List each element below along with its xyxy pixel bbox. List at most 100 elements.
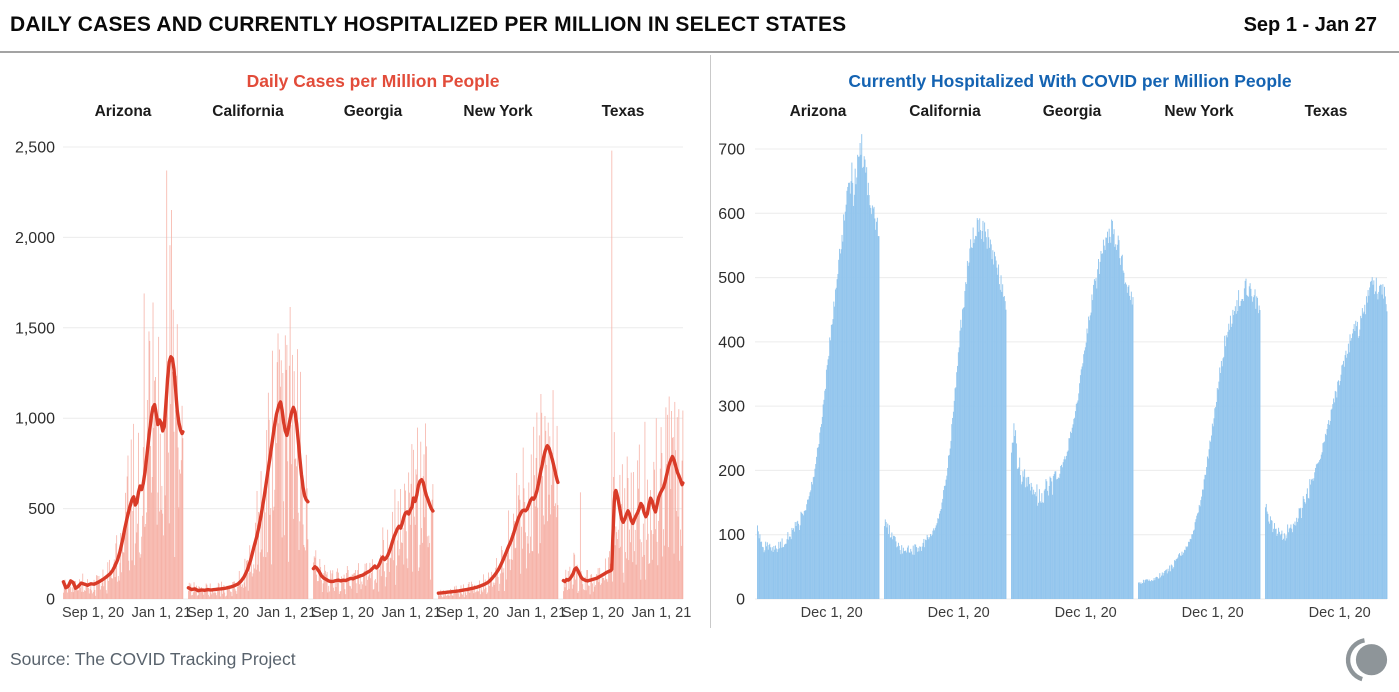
facet-state-label: New York xyxy=(1164,103,1234,120)
daily-bar xyxy=(642,523,644,599)
daily-bar xyxy=(367,579,368,599)
daily-bar xyxy=(280,386,281,599)
daily-bar xyxy=(1352,328,1354,599)
daily-bar xyxy=(238,586,239,599)
daily-bar xyxy=(1106,237,1108,599)
daily-bar xyxy=(296,466,297,599)
daily-bar xyxy=(969,248,971,600)
x-tick-label: Jan 1, 21 xyxy=(132,605,192,621)
daily-bar xyxy=(839,253,841,599)
daily-bar xyxy=(396,565,397,599)
daily-bar xyxy=(1014,436,1016,599)
daily-bar xyxy=(779,541,781,599)
daily-bar xyxy=(865,172,867,599)
daily-bar xyxy=(643,554,645,599)
daily-bar xyxy=(346,566,348,599)
daily-bar xyxy=(90,586,92,599)
daily-bar xyxy=(810,490,812,599)
daily-bar xyxy=(422,542,423,599)
daily-bar xyxy=(1271,520,1273,599)
daily-bar xyxy=(454,591,456,599)
hospitalized-panel-title: Currently Hospitalized With COVID per Mi… xyxy=(848,71,1292,91)
daily-bar xyxy=(458,593,459,599)
daily-bar xyxy=(144,526,146,599)
daily-bar xyxy=(1299,508,1301,599)
daily-bar xyxy=(902,553,903,599)
daily-bar xyxy=(317,581,318,599)
daily-bar xyxy=(1168,571,1170,599)
daily-bar xyxy=(1086,328,1088,599)
daily-bar xyxy=(354,570,356,599)
daily-bar xyxy=(1267,513,1269,599)
daily-bar xyxy=(633,472,635,599)
daily-bar xyxy=(1085,342,1087,599)
daily-bar xyxy=(1142,583,1144,599)
daily-bar xyxy=(631,518,633,599)
daily-bar xyxy=(176,375,177,599)
daily-bar xyxy=(652,534,654,599)
daily-bar xyxy=(91,590,93,599)
daily-bar xyxy=(661,453,663,599)
daily-bar xyxy=(1236,300,1238,599)
daily-bar xyxy=(1170,571,1171,599)
daily-bar xyxy=(517,515,518,599)
daily-bar xyxy=(551,484,552,599)
daily-bar xyxy=(1268,521,1270,599)
daily-bar xyxy=(286,344,288,599)
daily-bar xyxy=(994,251,995,599)
daily-bar xyxy=(876,221,877,599)
daily-bar xyxy=(1371,277,1373,599)
daily-bar xyxy=(934,527,936,599)
daily-bar xyxy=(1239,305,1241,599)
daily-bar xyxy=(452,595,454,599)
daily-bar xyxy=(428,535,430,599)
daily-bar xyxy=(984,231,986,599)
daily-bar xyxy=(647,533,649,599)
daily-bar xyxy=(1039,501,1041,599)
daily-bar xyxy=(1204,474,1206,599)
daily-bar xyxy=(667,414,668,599)
daily-bar xyxy=(1382,284,1384,599)
daily-bar xyxy=(297,349,298,599)
daily-bar xyxy=(1095,278,1097,599)
daily-bar xyxy=(1230,326,1232,599)
daily-bar xyxy=(1077,400,1079,599)
daily-bar xyxy=(964,290,966,599)
daily-bar xyxy=(584,576,586,599)
daily-bar xyxy=(234,589,236,599)
daily-bar xyxy=(410,483,412,599)
daily-bar xyxy=(946,475,948,599)
daily-bar xyxy=(1351,338,1353,599)
daily-bar xyxy=(518,484,520,599)
daily-bar xyxy=(1140,582,1142,599)
daily-bar xyxy=(197,594,199,599)
daily-bar xyxy=(442,597,443,599)
daily-bar xyxy=(920,550,922,599)
daily-bar xyxy=(466,595,468,599)
daily-bar xyxy=(1384,286,1385,599)
daily-bar xyxy=(1308,498,1310,599)
daily-bar xyxy=(1350,340,1352,599)
daily-bar xyxy=(1241,299,1243,599)
daily-bar xyxy=(398,555,400,599)
daily-bar xyxy=(1147,580,1149,599)
daily-bar xyxy=(802,513,804,599)
y-tick-label: 0 xyxy=(46,592,55,609)
daily-bar xyxy=(905,550,907,599)
daily-bar xyxy=(1276,535,1278,599)
daily-bar xyxy=(544,415,546,599)
daily-bar xyxy=(116,535,118,599)
daily-bar xyxy=(426,536,428,599)
daily-bar xyxy=(1175,559,1177,599)
daily-bar xyxy=(1061,464,1063,599)
daily-bar xyxy=(931,534,933,599)
daily-bar xyxy=(211,594,213,599)
daily-bar xyxy=(802,515,804,599)
daily-bar xyxy=(113,559,115,599)
daily-bar xyxy=(936,523,938,599)
daily-bar xyxy=(1243,288,1245,599)
daily-bar xyxy=(1275,528,1277,599)
daily-bar xyxy=(1328,420,1330,599)
daily-bar xyxy=(554,506,556,599)
daily-bar xyxy=(421,528,422,599)
